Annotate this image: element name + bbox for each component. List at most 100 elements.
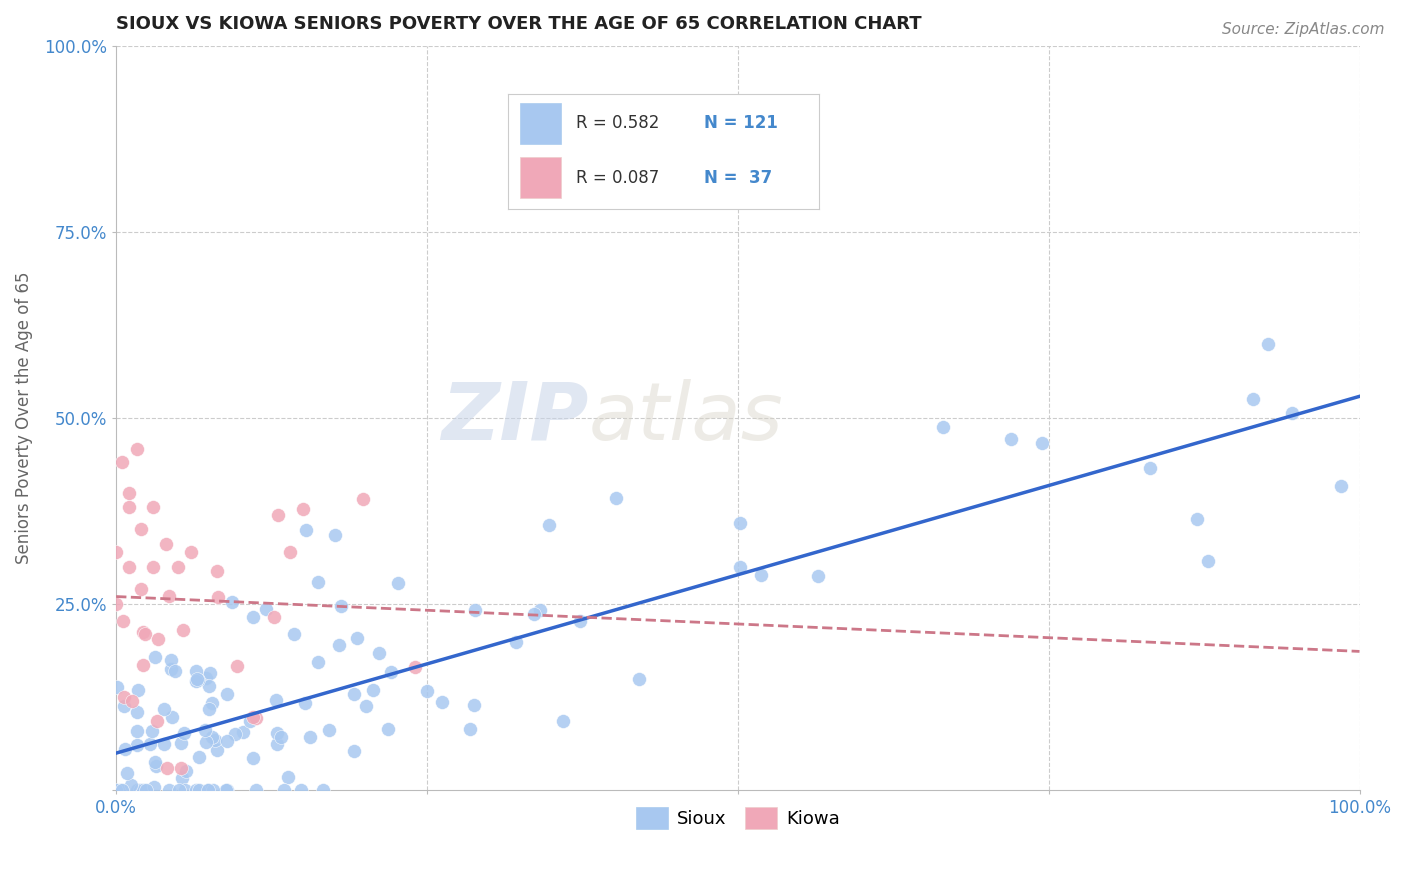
Point — [523, 607, 546, 621]
Point — [263, 609, 285, 624]
Point — [195, 735, 218, 749]
Point — [197, 783, 219, 797]
Point — [143, 780, 166, 794]
Point — [156, 761, 179, 775]
Point — [1139, 460, 1161, 475]
Point — [242, 609, 264, 624]
Point — [627, 672, 650, 686]
Point — [111, 455, 134, 469]
Point — [239, 714, 262, 729]
Point — [264, 693, 287, 707]
Point — [173, 726, 195, 740]
Point — [807, 569, 830, 583]
Point — [932, 419, 955, 434]
Point — [194, 672, 217, 686]
Point — [1257, 337, 1279, 351]
Point — [118, 486, 141, 500]
Point — [128, 783, 150, 797]
Point — [267, 508, 290, 522]
Point — [167, 559, 190, 574]
Point — [117, 559, 139, 574]
Point — [283, 627, 305, 641]
Point — [205, 565, 228, 579]
Point — [215, 782, 238, 797]
Point — [404, 659, 426, 673]
Point — [160, 662, 183, 676]
Point — [207, 590, 229, 604]
Point — [145, 759, 167, 773]
Point — [188, 783, 211, 797]
Point — [204, 733, 226, 747]
Point — [377, 723, 399, 737]
Point — [170, 771, 193, 785]
Point — [197, 783, 219, 797]
Text: ZIP: ZIP — [441, 379, 589, 457]
Point — [329, 599, 352, 614]
Point — [115, 765, 138, 780]
Point — [112, 614, 135, 628]
Point — [201, 697, 224, 711]
Point — [342, 687, 364, 701]
Point — [174, 783, 197, 797]
Point — [112, 699, 135, 714]
Point — [180, 545, 202, 559]
Point — [416, 683, 439, 698]
Point — [553, 714, 575, 728]
Point — [105, 680, 128, 694]
Point — [307, 655, 329, 669]
Point — [132, 625, 155, 640]
Point — [328, 638, 350, 652]
Point — [143, 755, 166, 769]
Point — [157, 590, 180, 604]
Point — [463, 698, 485, 713]
Point — [361, 682, 384, 697]
Point — [184, 783, 207, 797]
Point — [226, 658, 249, 673]
Point — [141, 724, 163, 739]
Point — [139, 738, 162, 752]
Point — [155, 537, 177, 551]
Point — [160, 653, 183, 667]
Point — [352, 492, 374, 507]
Point — [112, 690, 135, 705]
Point — [142, 559, 165, 574]
Point — [194, 723, 217, 737]
Point — [290, 783, 312, 797]
Point — [153, 737, 176, 751]
Point — [198, 679, 221, 693]
Point — [188, 749, 211, 764]
Point — [242, 751, 264, 765]
Point — [318, 723, 340, 737]
Point — [146, 714, 169, 729]
Point — [221, 595, 243, 609]
Point — [368, 646, 391, 660]
Point — [343, 744, 366, 758]
Point — [458, 722, 481, 736]
Point — [163, 665, 186, 679]
Point — [159, 783, 181, 797]
Point — [245, 711, 267, 725]
Point — [215, 733, 238, 747]
Point — [569, 614, 592, 628]
Point — [121, 694, 143, 708]
Point — [323, 527, 346, 541]
Y-axis label: Seniors Poverty Over the Age of 65: Seniors Poverty Over the Age of 65 — [15, 271, 32, 564]
Point — [174, 764, 197, 779]
Point — [142, 500, 165, 514]
Point — [266, 726, 288, 740]
Point — [129, 582, 152, 596]
Point — [135, 783, 157, 797]
Point — [270, 730, 292, 744]
Point — [728, 560, 751, 574]
Point — [125, 442, 148, 456]
Point — [117, 500, 139, 514]
Point — [127, 706, 149, 720]
Point — [242, 710, 264, 724]
Point — [215, 783, 238, 797]
Point — [354, 699, 377, 714]
Point — [299, 730, 322, 744]
Point — [1031, 436, 1053, 450]
Point — [1000, 432, 1022, 446]
Point — [232, 725, 254, 739]
Point — [129, 523, 152, 537]
